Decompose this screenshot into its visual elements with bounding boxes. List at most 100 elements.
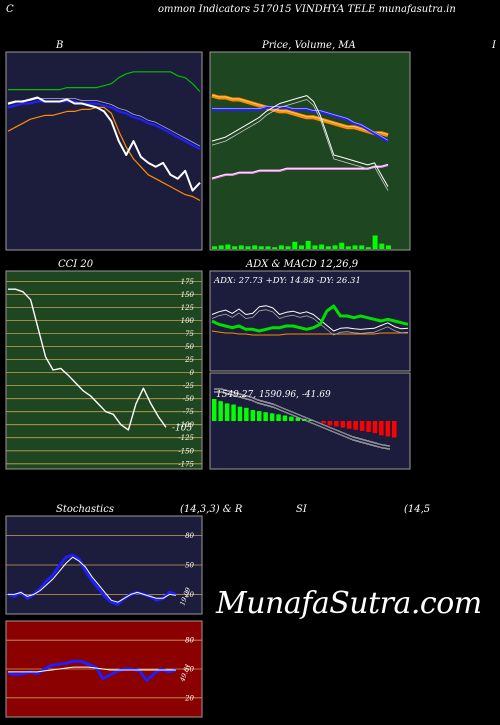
- macd-histogram-bar: [289, 416, 294, 421]
- volume-bar: [359, 245, 365, 249]
- rsi-tick-label: 80: [185, 637, 194, 645]
- macd-histogram-bar: [334, 421, 339, 427]
- volume-bar: [299, 245, 304, 249]
- price-ma-panel: [209, 51, 411, 251]
- macd-histogram-bar: [353, 421, 358, 430]
- bollinger-lower-band-line: [7, 106, 201, 202]
- volume-bar: [238, 245, 244, 249]
- stochastics-params: (14,3,3) & R: [180, 504, 243, 515]
- bollinger-title: B: [56, 40, 64, 51]
- cci-tick-label: 150: [181, 291, 195, 299]
- volume-bar: [339, 242, 345, 249]
- stochastics-tick-label: 20: [184, 591, 194, 599]
- macd-histogram-bar: [347, 421, 352, 429]
- cci-tick-label: -125: [178, 434, 194, 442]
- cci-tick-label: -75: [183, 408, 195, 416]
- cci-tick-label: 75: [185, 330, 194, 338]
- cci-tick-label: -50: [183, 395, 195, 403]
- price-line: [211, 95, 389, 187]
- rsi-average-line: [8, 666, 176, 673]
- watermark: MunafaSutra.com: [216, 586, 482, 621]
- stochastics-tick-label: 80: [185, 532, 194, 540]
- volume-bar: [265, 246, 271, 249]
- macd-histogram-bar: [263, 412, 268, 421]
- price-ma-magenta-line: [211, 163, 389, 180]
- volume-bar: [352, 245, 358, 249]
- macd-values-label: 1549.27, 1590.96, -41.69: [216, 390, 331, 400]
- cci-tick-label: -25: [183, 382, 195, 390]
- macd-histogram-bar: [379, 421, 384, 436]
- macd-histogram-bar: [359, 421, 365, 431]
- rsi-tick-label: 50: [185, 666, 194, 674]
- cci-tick-label: -175: [178, 460, 194, 468]
- bollinger-upper-band-line: [8, 71, 201, 93]
- macd-histogram-bar: [231, 404, 236, 421]
- adx-minus-di-line: [211, 309, 409, 336]
- volume-bar: [258, 246, 264, 249]
- right-edge-letter: I: [492, 40, 496, 51]
- volume-bar: [292, 241, 298, 249]
- adx-line: [211, 304, 409, 333]
- price-ma-orange-line: [211, 93, 389, 138]
- macd-histogram-bar: [218, 401, 223, 421]
- price-ma-magenta-highlight-line: [211, 163, 389, 179]
- macd-line-core: [214, 391, 391, 450]
- cci-last-value-label: -105: [172, 423, 192, 433]
- rsi-title: SI: [296, 504, 307, 515]
- macd-histogram-bar: [308, 419, 313, 421]
- macd-histogram-bar: [385, 421, 391, 437]
- rsi-tick-label: 20: [184, 694, 194, 702]
- cci-tick-label: -100: [178, 421, 194, 429]
- page-title: ommon Indicators 517015 VINDHYA TELE mun…: [158, 4, 456, 15]
- adx-macd-title: ADX & MACD 12,26,9: [246, 259, 359, 270]
- volume-bar: [325, 246, 331, 249]
- macd-histogram-bar: [250, 410, 256, 421]
- macd-histogram-bar: [257, 411, 262, 421]
- volume-bar: [386, 245, 391, 249]
- adx-orange-line: [211, 330, 408, 336]
- volume-bar: [212, 246, 217, 249]
- macd-histogram-bar: [340, 421, 346, 428]
- corner-letter: C: [6, 4, 14, 15]
- cci-title: CCI 20: [58, 259, 94, 270]
- price-ma-blue-line: [212, 105, 389, 143]
- macd-histogram-bar: [224, 403, 230, 421]
- macd-histogram-bar: [269, 413, 275, 421]
- rsi-params: (14,5: [404, 504, 431, 515]
- adx-plus-di-line: [211, 305, 409, 332]
- macd-signal-line-core: [214, 388, 391, 447]
- price-ma-orange-highlight-line: [211, 94, 389, 135]
- volume-bar: [305, 240, 311, 249]
- volume-bar: [278, 245, 284, 249]
- volume-bar: [225, 244, 231, 249]
- price-ma-blue-highlight-line: [212, 106, 389, 141]
- volume-bar: [379, 243, 385, 249]
- macd-histogram-bar: [237, 406, 243, 421]
- cci-tick-label: 50: [185, 343, 194, 351]
- volume-bar: [245, 246, 251, 249]
- volume-bar: [252, 245, 258, 249]
- cci-tick-label: 175: [181, 278, 195, 286]
- cci-panel: [5, 270, 203, 470]
- macd-histogram-bar: [372, 421, 378, 434]
- volume-bar: [285, 246, 291, 249]
- macd-histogram-bar: [321, 421, 326, 424]
- cci-tick-label: 100: [181, 317, 195, 325]
- rsi-line: [7, 659, 177, 682]
- adx-values-label: ADX: 27.73 +DY: 14.88 -DY: 26.31: [213, 276, 361, 286]
- macd-histogram-bar: [295, 417, 301, 421]
- macd-histogram-bar: [282, 415, 288, 421]
- stochastics-d-line: [8, 556, 177, 603]
- cci-line: [8, 288, 167, 431]
- volume-bar: [319, 244, 325, 249]
- macd-histogram-bar: [327, 421, 333, 426]
- stochastics-title: Stochastics: [56, 504, 114, 515]
- cci-tick-label: 125: [181, 304, 195, 312]
- macd-histogram-bar: [244, 407, 249, 421]
- macd-histogram-bar: [392, 421, 397, 438]
- macd-histogram-bar: [212, 399, 217, 421]
- bollinger-middle-band-line: [7, 100, 201, 150]
- volume-bar: [365, 247, 371, 249]
- bollinger-price-line: [7, 96, 201, 192]
